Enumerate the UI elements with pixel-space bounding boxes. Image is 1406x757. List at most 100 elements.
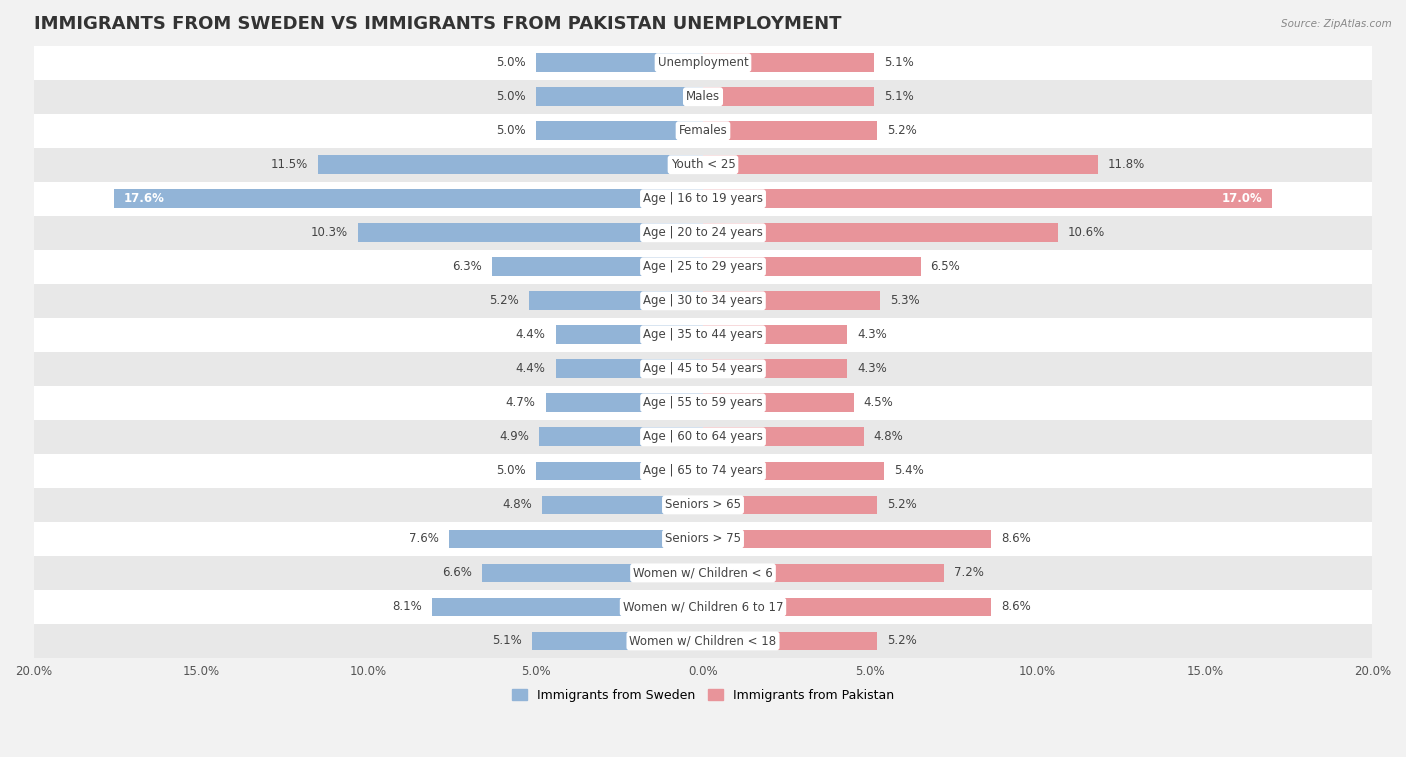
Bar [34, 284, 1372, 318]
Bar [529, 291, 703, 310]
Bar [318, 155, 703, 174]
Text: Women w/ Children 6 to 17: Women w/ Children 6 to 17 [623, 600, 783, 613]
Text: 5.3%: 5.3% [890, 294, 920, 307]
Text: Source: ZipAtlas.com: Source: ZipAtlas.com [1281, 19, 1392, 29]
Text: 5.2%: 5.2% [887, 498, 917, 512]
Text: 4.8%: 4.8% [873, 430, 904, 444]
Bar [555, 326, 703, 344]
Bar [543, 496, 703, 514]
Bar [34, 250, 1372, 284]
Text: Age | 45 to 54 years: Age | 45 to 54 years [643, 363, 763, 375]
Text: 4.3%: 4.3% [858, 329, 887, 341]
Bar [703, 496, 877, 514]
Bar [703, 291, 880, 310]
Text: 5.0%: 5.0% [496, 124, 526, 137]
Bar [482, 563, 703, 582]
Bar [34, 352, 1372, 386]
Bar [703, 257, 921, 276]
Bar [34, 420, 1372, 454]
Text: 7.2%: 7.2% [955, 566, 984, 579]
Bar [703, 189, 1272, 208]
Text: 4.3%: 4.3% [858, 363, 887, 375]
Bar [703, 223, 1057, 242]
Bar [536, 87, 703, 106]
Bar [703, 87, 873, 106]
Bar [703, 121, 877, 140]
Bar [359, 223, 703, 242]
Bar [34, 386, 1372, 420]
Text: 5.1%: 5.1% [884, 90, 914, 103]
Text: 5.2%: 5.2% [489, 294, 519, 307]
Bar [703, 462, 884, 480]
Text: IMMIGRANTS FROM SWEDEN VS IMMIGRANTS FROM PAKISTAN UNEMPLOYMENT: IMMIGRANTS FROM SWEDEN VS IMMIGRANTS FRO… [34, 15, 841, 33]
Text: 11.5%: 11.5% [271, 158, 308, 171]
Bar [533, 631, 703, 650]
Text: Seniors > 75: Seniors > 75 [665, 532, 741, 545]
Text: Age | 65 to 74 years: Age | 65 to 74 years [643, 464, 763, 478]
Text: Age | 30 to 34 years: Age | 30 to 34 years [643, 294, 763, 307]
Text: 4.4%: 4.4% [516, 363, 546, 375]
Text: 10.3%: 10.3% [311, 226, 349, 239]
Text: 17.0%: 17.0% [1222, 192, 1263, 205]
Text: Unemployment: Unemployment [658, 56, 748, 69]
Bar [536, 121, 703, 140]
Text: 5.1%: 5.1% [884, 56, 914, 69]
Bar [703, 530, 991, 548]
Text: 5.1%: 5.1% [492, 634, 522, 647]
Text: Age | 55 to 59 years: Age | 55 to 59 years [643, 397, 763, 410]
Bar [703, 428, 863, 446]
Bar [34, 556, 1372, 590]
Bar [703, 563, 943, 582]
Text: 4.7%: 4.7% [506, 397, 536, 410]
Text: 7.6%: 7.6% [409, 532, 439, 545]
Bar [703, 631, 877, 650]
Bar [34, 488, 1372, 522]
Bar [34, 114, 1372, 148]
Bar [34, 216, 1372, 250]
Text: 10.6%: 10.6% [1067, 226, 1105, 239]
Text: Women w/ Children < 6: Women w/ Children < 6 [633, 566, 773, 579]
Text: Youth < 25: Youth < 25 [671, 158, 735, 171]
Text: 8.1%: 8.1% [392, 600, 422, 613]
Text: Women w/ Children < 18: Women w/ Children < 18 [630, 634, 776, 647]
Bar [536, 462, 703, 480]
Text: Males: Males [686, 90, 720, 103]
Text: 5.2%: 5.2% [887, 634, 917, 647]
Text: 6.3%: 6.3% [453, 260, 482, 273]
Bar [449, 530, 703, 548]
Text: Females: Females [679, 124, 727, 137]
Text: Age | 25 to 29 years: Age | 25 to 29 years [643, 260, 763, 273]
Bar [538, 428, 703, 446]
Text: 8.6%: 8.6% [1001, 600, 1031, 613]
Text: Age | 35 to 44 years: Age | 35 to 44 years [643, 329, 763, 341]
Text: 5.0%: 5.0% [496, 464, 526, 478]
Bar [703, 155, 1098, 174]
Bar [34, 148, 1372, 182]
Text: 5.0%: 5.0% [496, 56, 526, 69]
Text: 5.2%: 5.2% [887, 124, 917, 137]
Text: 4.9%: 4.9% [499, 430, 529, 444]
Bar [114, 189, 703, 208]
Bar [432, 597, 703, 616]
Bar [546, 394, 703, 412]
Text: 5.0%: 5.0% [496, 90, 526, 103]
Text: Age | 60 to 64 years: Age | 60 to 64 years [643, 430, 763, 444]
Text: 4.4%: 4.4% [516, 329, 546, 341]
Bar [703, 53, 873, 72]
Bar [34, 624, 1372, 658]
Bar [34, 318, 1372, 352]
Legend: Immigrants from Sweden, Immigrants from Pakistan: Immigrants from Sweden, Immigrants from … [508, 684, 898, 707]
Bar [34, 45, 1372, 79]
Bar [492, 257, 703, 276]
Text: 4.8%: 4.8% [502, 498, 533, 512]
Text: 5.4%: 5.4% [894, 464, 924, 478]
Bar [703, 597, 991, 616]
Text: 4.5%: 4.5% [863, 397, 893, 410]
Bar [34, 522, 1372, 556]
Bar [703, 360, 846, 378]
Text: 17.6%: 17.6% [124, 192, 165, 205]
Bar [555, 360, 703, 378]
Bar [34, 79, 1372, 114]
Bar [34, 454, 1372, 488]
Text: 8.6%: 8.6% [1001, 532, 1031, 545]
